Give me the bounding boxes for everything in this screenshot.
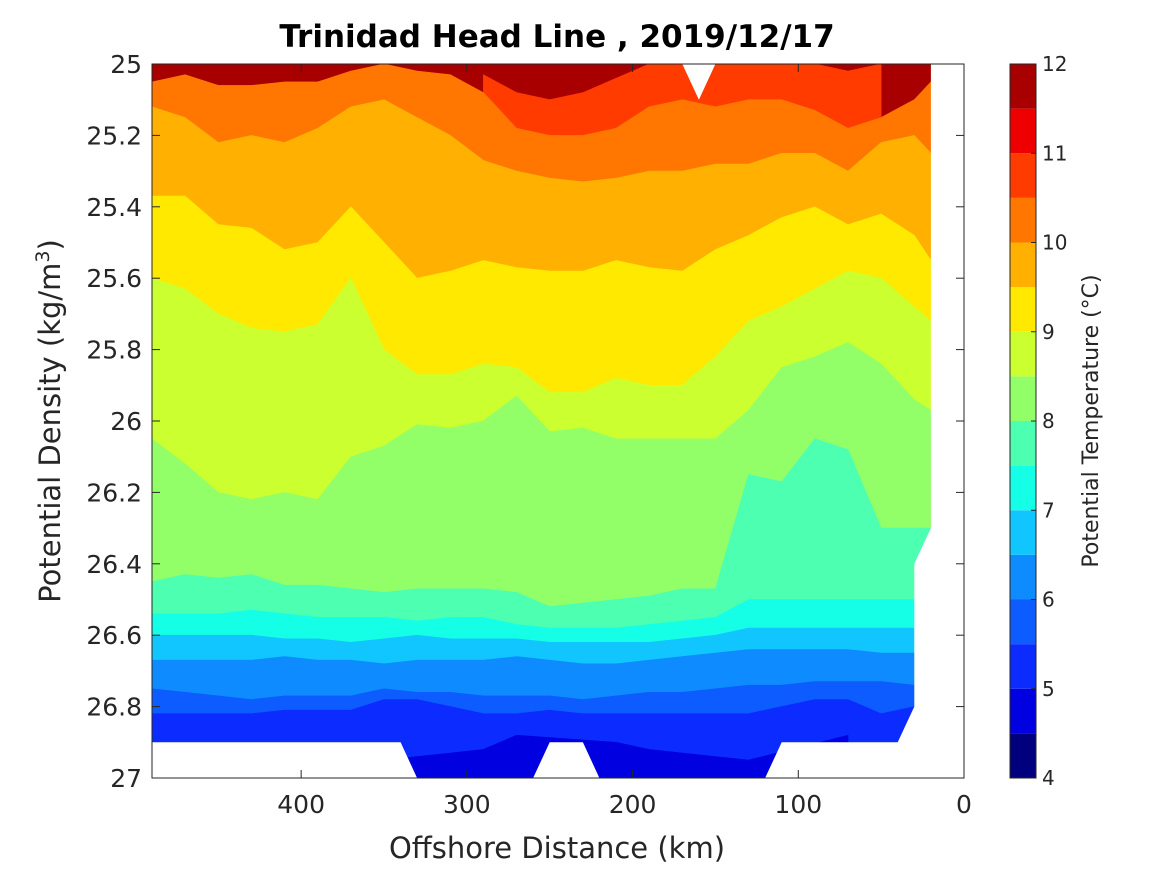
x-tick-label: 400 (277, 790, 325, 819)
colorbar-label: Potential Temperature (°C) (1079, 274, 1104, 567)
y-tick-label: 26 (110, 407, 142, 436)
y-tick-label: 25.8 (86, 336, 142, 365)
colorbar-segment (1010, 599, 1036, 645)
mask-bottom (152, 742, 964, 778)
colorbar-segment (1010, 197, 1036, 243)
colorbar-tick-label: 4 (1042, 766, 1055, 790)
mask-top-notch (682, 64, 716, 100)
x-tick-label: 100 (774, 790, 822, 819)
colorbar-segment (1010, 64, 1036, 109)
plot-area (152, 64, 964, 778)
colorbar-segment (1010, 510, 1036, 555)
colorbar-tick-label: 9 (1042, 320, 1055, 344)
mask-nearshore (897, 64, 964, 778)
colorbar-tick-label: 6 (1042, 588, 1055, 612)
y-tick-label: 25.4 (86, 193, 142, 222)
y-tick-label: 26.6 (86, 621, 142, 650)
x-axis-label: Offshore Distance (km) (389, 831, 725, 865)
colorbar-tick-label: 11 (1042, 141, 1067, 165)
colorbar-segment (1010, 465, 1036, 511)
colorbar-tick-label: 7 (1042, 498, 1055, 522)
colorbar-segment (1010, 644, 1036, 689)
contour-band-5 (383, 734, 849, 778)
colorbar-segment (1010, 108, 1036, 154)
colorbar-segment (1010, 242, 1036, 288)
y-tick-label: 27 (110, 764, 142, 793)
x-tick-label: 200 (609, 790, 657, 819)
y-axis-label-end: ) (33, 239, 67, 250)
y-tick-label: 25.2 (86, 121, 142, 150)
colorbar-segment (1010, 331, 1036, 377)
colorbar-segment (1010, 421, 1036, 466)
x-tick-label: 0 (956, 790, 972, 819)
colorbar-segment (1010, 287, 1036, 332)
y-tick-label: 26.4 (86, 550, 142, 579)
colorbar-tick-label: 8 (1042, 409, 1055, 433)
y-axis-label: Potential Density (kg/m3) (32, 239, 67, 603)
y-tick-label: 25.6 (86, 264, 142, 293)
colorbar-segment (1010, 688, 1036, 734)
colorbar-tick-label: 12 (1042, 52, 1067, 76)
colorbar-segment (1010, 376, 1036, 421)
chart-title: Trinidad Head Line , 2019/12/17 (279, 19, 834, 55)
x-tick-label: 300 (443, 790, 491, 819)
x-axis-ticks: 400 300 200 100 0 (277, 64, 972, 819)
y-axis-label-sup: 3 (32, 250, 54, 262)
y-tick-label: 26.8 (86, 693, 142, 722)
colorbar-segment (1010, 733, 1036, 778)
y-axis-ticks: 25 25.2 25.4 25.6 25.8 26 26.2 26.4 26.6 26.8 27 (86, 50, 964, 793)
colorbar-tick-label: 10 (1042, 231, 1067, 255)
colorbar-segment (1010, 554, 1036, 600)
y-axis-label-text: Potential Density (kg/m (33, 263, 67, 603)
colorbar: 4 5 6 7 8 9 10 11 12 (1009, 52, 1067, 790)
no-data-mask (152, 64, 964, 778)
colorbar-tick-label: 5 (1042, 677, 1055, 701)
colorbar-segment (1010, 153, 1036, 198)
y-tick-label: 26.2 (86, 478, 142, 507)
y-tick-label: 25 (110, 50, 142, 79)
contour-bands (152, 64, 964, 778)
